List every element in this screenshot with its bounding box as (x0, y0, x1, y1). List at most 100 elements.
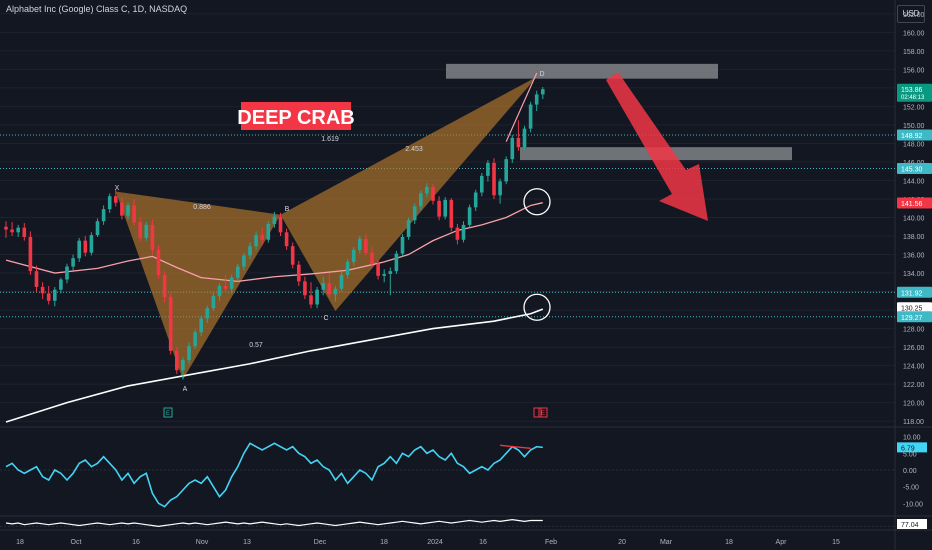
candle-body (16, 227, 20, 233)
fib-ratio-label: 1.619 (321, 136, 339, 143)
candle-body (364, 238, 368, 253)
event-marker-label: E (166, 411, 170, 417)
price-tag (897, 162, 932, 174)
candle-body (284, 232, 289, 247)
candle-body (388, 271, 393, 274)
candle-body (431, 186, 435, 201)
time-axis-label: Nov (196, 539, 209, 546)
price-axis-label: 152.00 (903, 104, 925, 111)
time-axis-label: 18 (725, 539, 733, 546)
candle-body (144, 224, 149, 238)
candle-body (175, 350, 179, 371)
time-axis-label: 18 (380, 539, 388, 546)
event-marker (533, 407, 542, 418)
price-tag (897, 302, 932, 314)
price-axis-label: 118.00 (903, 419, 924, 426)
candle-body (351, 249, 356, 262)
price-axis-label: 120.00 (903, 401, 925, 408)
candle-body (71, 258, 75, 267)
pattern-bcd-triangle (280, 76, 537, 311)
candle-body (358, 238, 362, 250)
currency-button[interactable]: USD (897, 5, 925, 23)
candle-body (272, 216, 277, 224)
highlight-circle (523, 293, 551, 321)
trend-line (505, 72, 538, 142)
candle-body (168, 297, 173, 351)
time-axis-label: Oct (71, 539, 82, 546)
price-axis-label: 144.00 (903, 178, 925, 185)
price-axis-label: 148.00 (903, 141, 925, 148)
time-axis-label: Mar (660, 539, 673, 546)
price-tag-value: 145.30 (901, 166, 923, 173)
event-marker-label: E (541, 411, 545, 417)
pattern-point-c: C (323, 315, 328, 322)
candle-body (473, 192, 478, 208)
price-axis-label: 160.00 (903, 30, 925, 37)
candle-body (120, 202, 124, 216)
candle-body (107, 196, 112, 210)
candle-body (199, 318, 203, 333)
time-axis-label: 20 (618, 539, 626, 546)
event-marker (538, 407, 548, 418)
candle-body (486, 162, 490, 176)
candle-body (260, 235, 264, 240)
candle-body (126, 205, 130, 216)
price-tag-value: 130.25 (901, 306, 923, 313)
price-axis-label: 138.00 (903, 234, 925, 241)
candle-body (443, 199, 447, 217)
candle-body (394, 253, 399, 272)
time-axis-label: 16 (479, 539, 487, 546)
candle-body (162, 274, 167, 298)
oscillator-tag-value: 6.79 (901, 445, 915, 452)
pattern-point-a: A (183, 386, 188, 393)
fib-ratio-label: 0.57 (249, 342, 263, 349)
candle-body (193, 332, 197, 347)
oscillator-axis-label: 10.00 (903, 435, 921, 442)
candle-body (150, 224, 155, 250)
candle-body (40, 286, 45, 294)
candle-body (461, 224, 466, 240)
candle-body (211, 296, 216, 309)
sub-indicator-tag-value: 77.04 (901, 522, 919, 529)
candle-body (156, 249, 161, 275)
pattern-point-d: D (539, 71, 544, 78)
candle-body (65, 266, 69, 280)
candle-body (333, 288, 338, 295)
price-tag-value: 153.86 (901, 87, 923, 94)
price-tag-value: 148.92 (901, 133, 923, 140)
candle-body (53, 289, 57, 301)
price-tag (897, 83, 932, 102)
time-axis-label: Apr (776, 539, 788, 546)
candle-body (28, 236, 33, 272)
price-axis-label: 134.00 (903, 271, 925, 278)
candle-body (455, 227, 460, 240)
candle-body (278, 216, 283, 233)
candle-body (229, 277, 234, 289)
candle-body (95, 221, 100, 236)
price-axis-label: 140.00 (903, 216, 925, 223)
candle-body (437, 200, 441, 217)
candle-body (315, 289, 319, 305)
sub-indicator-tag (897, 519, 927, 529)
candle-body (406, 220, 411, 237)
candle-body (22, 227, 27, 237)
supply-zone (446, 63, 718, 79)
price-axis-label: 128.00 (903, 327, 925, 334)
oscillator-tag (897, 442, 927, 453)
candle-body (138, 222, 142, 238)
price-tag-value: 131.92 (901, 290, 923, 297)
candle-body (223, 285, 228, 289)
pattern-point-b: B (285, 206, 290, 213)
candle-body (541, 89, 545, 95)
candle-body (34, 271, 39, 287)
price-axis-label: 158.00 (903, 49, 925, 56)
time-axis-label: Dec (314, 539, 327, 546)
candle-body (114, 196, 118, 203)
pattern-label-box (241, 102, 351, 130)
candle-body (46, 293, 51, 301)
chart-title: Alphabet Inc (Google) Class C, 1D, NASDA… (6, 4, 188, 14)
candle-body (425, 186, 429, 194)
candle-body (412, 206, 417, 221)
candle-body (419, 193, 423, 207)
